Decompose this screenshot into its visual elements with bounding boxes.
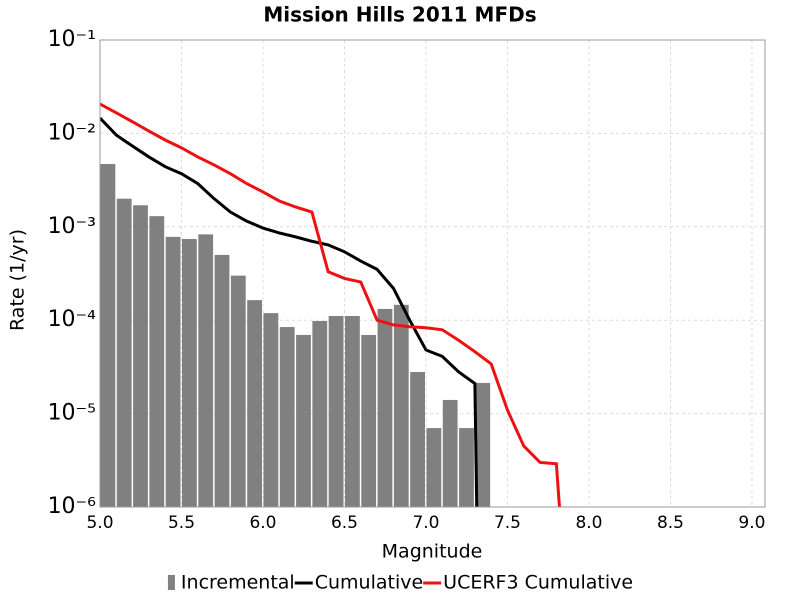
bar: [165, 236, 181, 507]
chart-title: Mission Hills 2011 MFDs: [263, 3, 536, 27]
bar: [475, 382, 491, 507]
bar: [410, 371, 425, 507]
bar: [426, 428, 442, 507]
x-tick-label: 9.0: [738, 513, 765, 533]
bar: [279, 327, 295, 507]
line: [100, 117, 479, 507]
bar: [296, 334, 311, 507]
bar: [116, 198, 132, 507]
legend-label: UCERF3 Cumulative: [443, 572, 633, 594]
bar: [361, 334, 377, 507]
y-tick-label: 10⁻⁵: [48, 401, 96, 426]
y-tick-label: 10⁻³: [48, 214, 96, 239]
bar: [393, 304, 409, 507]
y-tick-label: 10⁻²: [48, 120, 96, 145]
bar: [230, 275, 246, 507]
bar: [442, 399, 458, 507]
x-axis-label: Magnitude: [382, 541, 483, 563]
x-tick-label: 5.5: [168, 513, 195, 533]
legend-swatch: [167, 575, 175, 590]
bar: [247, 300, 262, 507]
legend-label: Cumulative: [315, 572, 423, 594]
y-axis-label: Rate (1/yr): [7, 229, 29, 331]
bar: [133, 205, 148, 507]
x-tick-label: 6.0: [249, 513, 276, 533]
bar: [100, 164, 116, 507]
x-tick-label: 8.0: [575, 513, 602, 533]
y-tick-label: 10⁻¹: [48, 27, 96, 52]
x-tick-label: 7.5: [494, 513, 521, 533]
bar: [344, 315, 360, 507]
bar: [328, 315, 344, 507]
legend-label: Incremental: [181, 572, 295, 594]
bar: [377, 308, 393, 507]
x-tick-label: 8.5: [657, 513, 684, 533]
y-tick-label: 10⁻⁶: [48, 494, 97, 519]
bar: [459, 428, 474, 507]
bar: [214, 254, 230, 507]
x-tick-label: 6.5: [331, 513, 358, 533]
bar: [181, 239, 197, 507]
plot-border: [99, 39, 766, 508]
x-tick-label: 5.0: [86, 513, 113, 533]
y-tick-label: 10⁻⁴: [48, 307, 97, 332]
bar: [312, 321, 328, 507]
bar: [149, 216, 165, 507]
line: [100, 102, 561, 507]
x-tick-label: 7.0: [412, 513, 439, 533]
bar: [263, 313, 279, 507]
bar: [198, 234, 214, 507]
